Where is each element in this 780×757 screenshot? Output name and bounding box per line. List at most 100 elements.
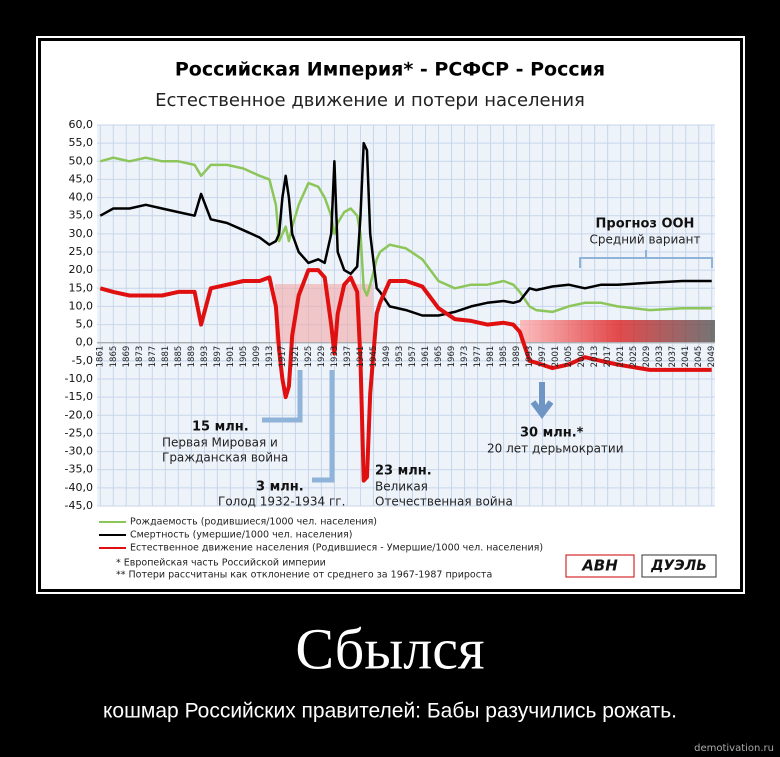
loss-area (520, 320, 715, 342)
legend-label: Смертность (умершие/1000 чел. населения) (130, 530, 352, 541)
series-line (99, 268, 712, 483)
x-tick-label: 1973 (460, 346, 470, 368)
series-line (99, 141, 712, 317)
arrow (262, 370, 303, 423)
y-tick-label: 0,0 (76, 336, 94, 349)
y-tick-label: 25,0 (69, 245, 94, 258)
logo (641, 554, 717, 578)
x-tick-label: 1949 (382, 346, 392, 368)
x-tick-label: 2013 (590, 346, 600, 368)
y-tick-label: 20,0 (69, 263, 94, 276)
site: demotivation.ru (694, 743, 774, 754)
annotation: 3 млн. (256, 480, 304, 495)
note: ** Потери рассчитаны как отклонение от с… (116, 570, 492, 581)
legend-label: Рождаемость (родившиеся/1000 чел. населе… (130, 517, 377, 528)
x-tick-label: 1917 (278, 346, 288, 368)
x-tick-label: 1861 (96, 346, 106, 368)
x-tick-label: 1957 (408, 346, 418, 368)
x-tick-label: 1961 (421, 346, 431, 368)
y-tick-label: -45,0 (65, 499, 93, 512)
y-tick-label: 30,0 (69, 227, 94, 240)
y-tick-label: -15,0 (65, 390, 93, 403)
headline: Сбылся (295, 616, 484, 681)
logo-text: ДУЭЛЬ (650, 558, 707, 574)
x-tick-label: 1977 (473, 346, 483, 368)
y-tick-label: -5,0 (72, 354, 93, 367)
x-tick-label: 1901 (226, 346, 236, 368)
logo (565, 554, 635, 578)
x-tick-label: 1969 (447, 346, 457, 368)
x-tick-label: 1893 (200, 346, 210, 368)
x-tick-label: 1909 (252, 346, 262, 368)
arrow (312, 370, 335, 483)
x-tick-label: 1937 (343, 346, 353, 368)
annotation: Средний вариант (590, 233, 701, 247)
y-tick-label: 55,0 (69, 136, 94, 149)
y-tick-label: -10,0 (65, 372, 93, 385)
x-tick-label: 1997 (538, 346, 548, 368)
x-tick-label: 1865 (109, 346, 119, 368)
x-tick-label: 2005 (564, 346, 574, 368)
x-tick-label: 2021 (616, 346, 626, 368)
chart-title: Российская Империя* - РСФСР - Россия (175, 59, 605, 81)
y-tick-label: 15,0 (69, 281, 94, 294)
x-tick-label: 1897 (213, 346, 223, 368)
y-tick-label: 40,0 (69, 191, 94, 204)
x-tick-label: 1873 (135, 346, 145, 368)
series-line (99, 156, 712, 314)
y-tick-label: 60,0 (69, 118, 94, 131)
x-tick-label: 1985 (499, 346, 509, 368)
x-tick-label: 1993 (525, 346, 535, 368)
y-tick-label: 50,0 (69, 154, 94, 167)
note: * Европейская часть Российской империи (116, 558, 326, 569)
annotation: Голод 1932-1934 гг. (218, 495, 345, 509)
x-tick-label: 2037 (668, 346, 678, 368)
arrow (530, 382, 554, 419)
x-tick-label: 1953 (395, 346, 405, 368)
bracket (579, 250, 713, 268)
x-tick-label: 2001 (551, 346, 561, 368)
x-tick-label: 1965 (434, 346, 444, 368)
x-tick-label: 1889 (187, 346, 197, 368)
annotation: Отечественная война (375, 495, 513, 509)
x-tick-label: 1905 (239, 346, 249, 368)
x-tick-label: 1921 (291, 346, 301, 368)
x-tick-label: 2009 (577, 346, 587, 368)
annotation: Великая (375, 480, 428, 494)
annotation: 30 млн.* (520, 426, 584, 441)
logo-text: АВН (581, 557, 618, 575)
x-tick-label: 2045 (694, 346, 704, 368)
x-tick-label: 1941 (356, 346, 366, 368)
annotation: 20 лет дерьмократии (487, 442, 624, 456)
x-tick-label: 2049 (707, 346, 717, 368)
x-tick-label: 1925 (304, 346, 314, 368)
y-tick-label: -35,0 (65, 463, 93, 476)
annotation: 15 млн. (192, 420, 249, 435)
legend-label: Естественное движение населения (Родивши… (130, 543, 543, 554)
x-tick-label: 1929 (317, 346, 327, 368)
x-tick-label: 2025 (629, 346, 639, 368)
y-tick-label: -40,0 (65, 481, 93, 494)
frame (36, 36, 745, 594)
x-tick-label: 2041 (681, 346, 691, 368)
x-tick-label: 1877 (148, 346, 158, 368)
x-tick-label: 1881 (161, 346, 171, 368)
x-tick-label: 1981 (486, 346, 496, 368)
x-tick-label: 1869 (122, 346, 132, 368)
chart-subtitle: Естественное движение и потери населения (155, 90, 585, 111)
x-tick-label: 2033 (655, 346, 665, 368)
x-tick-label: 1933 (330, 346, 340, 368)
x-tick-label: 1945 (369, 346, 379, 368)
caption: кошмар Российских правителей: Бабы разуч… (103, 700, 677, 723)
x-tick-label: 1885 (174, 346, 184, 368)
x-tick-label: 1913 (265, 346, 275, 368)
annotation: Первая Мировая и (162, 436, 278, 450)
y-tick-label: 10,0 (69, 299, 94, 312)
y-tick-label: -25,0 (65, 426, 93, 439)
annotation: Гражданская война (162, 451, 288, 465)
x-tick-label: 2029 (642, 346, 652, 368)
y-tick-label: 45,0 (69, 172, 94, 185)
y-tick-label: -20,0 (65, 408, 93, 421)
